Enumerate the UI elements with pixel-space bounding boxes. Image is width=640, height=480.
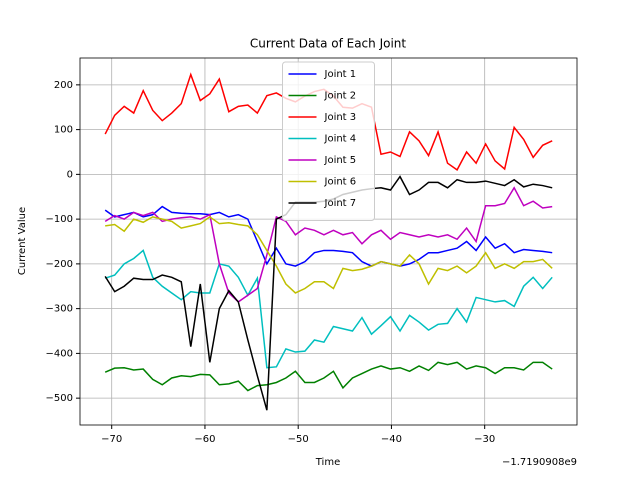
x-axis-label: Time — [315, 457, 340, 468]
x-tick-label: −60 — [194, 434, 215, 445]
y-tick-label: −200 — [46, 259, 73, 270]
x-tick-label: −70 — [101, 434, 122, 445]
legend-label: Joint 7 — [324, 198, 357, 209]
x-tick-label: −50 — [288, 434, 309, 445]
legend-label: Joint 1 — [324, 69, 357, 80]
plot-frame — [79, 57, 578, 426]
chart-title: Current Data of Each Joint — [250, 37, 407, 51]
x-tick-label: −40 — [381, 434, 402, 445]
data-line — [104, 361, 553, 392]
legend-label: Joint 2 — [324, 91, 357, 102]
y-tick-label: −300 — [46, 304, 73, 315]
legend-label: Joint 6 — [324, 177, 357, 188]
y-tick-label: −400 — [46, 348, 73, 359]
y-tick-label: 100 — [54, 125, 73, 136]
data-line — [104, 205, 553, 267]
data-line — [104, 249, 553, 369]
data-line — [104, 186, 553, 303]
y-axis-label: Current Value — [17, 207, 28, 275]
y-tick-label: 0 — [67, 169, 73, 180]
y-tick-label: 200 — [54, 80, 73, 91]
y-tick-label: −500 — [46, 393, 73, 404]
y-tick-label: −100 — [46, 214, 73, 225]
x-tick-label: −30 — [474, 434, 495, 445]
legend-label: Joint 5 — [324, 155, 357, 166]
legend-label: Joint 3 — [324, 112, 357, 123]
legend-label: Joint 4 — [324, 134, 357, 145]
x-offset-label: −1.7190908e9 — [502, 457, 577, 468]
data-line — [105, 215, 553, 294]
